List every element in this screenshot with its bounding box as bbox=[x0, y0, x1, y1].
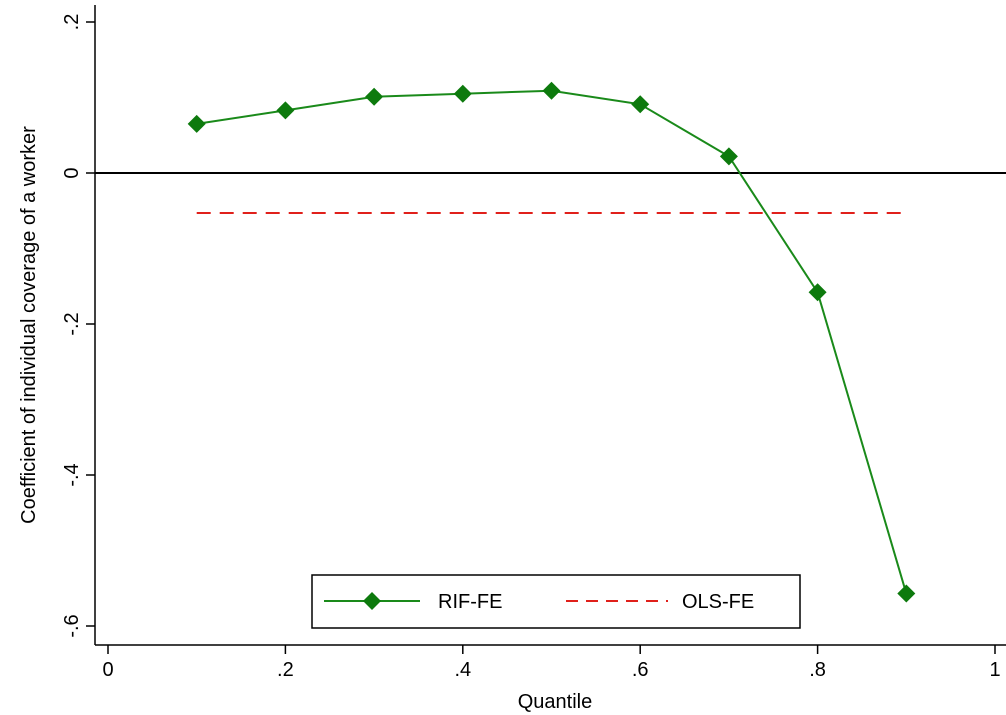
data-point-marker bbox=[365, 87, 384, 106]
legend-rif-fe-label: RIF-FE bbox=[438, 591, 502, 613]
legend-ols-fe-label: OLS-FE bbox=[682, 591, 754, 613]
x-tick-label: 1 bbox=[989, 659, 1000, 681]
y-tick-label: 0 bbox=[61, 167, 83, 178]
axes: 0 .2 .4 .6 .8 1 -.6 -.4 -.2 0 .2 bbox=[61, 5, 1006, 681]
data-point-marker bbox=[631, 95, 650, 114]
data-point-marker bbox=[808, 283, 827, 302]
y-tick-label: .2 bbox=[61, 14, 83, 31]
x-tick-label: .2 bbox=[277, 659, 294, 681]
y-axis-title: Coefficient of individual coverage of a … bbox=[18, 126, 40, 524]
x-tick-label: .4 bbox=[454, 659, 471, 681]
x-tick-label: .8 bbox=[809, 659, 826, 681]
data-point-marker bbox=[453, 84, 472, 103]
data-point-marker bbox=[719, 147, 738, 166]
y-tick-label: -.2 bbox=[61, 312, 83, 335]
plot-area bbox=[95, 5, 1006, 645]
x-tick-label: 0 bbox=[102, 659, 113, 681]
x-axis-title: Quantile bbox=[518, 691, 593, 713]
y-tick-label: -.4 bbox=[61, 463, 83, 486]
data-point-marker bbox=[897, 584, 916, 603]
legend-rif-fe-marker bbox=[363, 592, 381, 610]
x-tick-label: .6 bbox=[632, 659, 649, 681]
data-point-marker bbox=[542, 81, 561, 100]
series-layer bbox=[187, 81, 916, 603]
y-tick-label: -.6 bbox=[61, 614, 83, 637]
legend: RIF-FE OLS-FE bbox=[311, 574, 801, 629]
data-point-marker bbox=[187, 114, 206, 133]
data-point-marker bbox=[276, 101, 295, 120]
